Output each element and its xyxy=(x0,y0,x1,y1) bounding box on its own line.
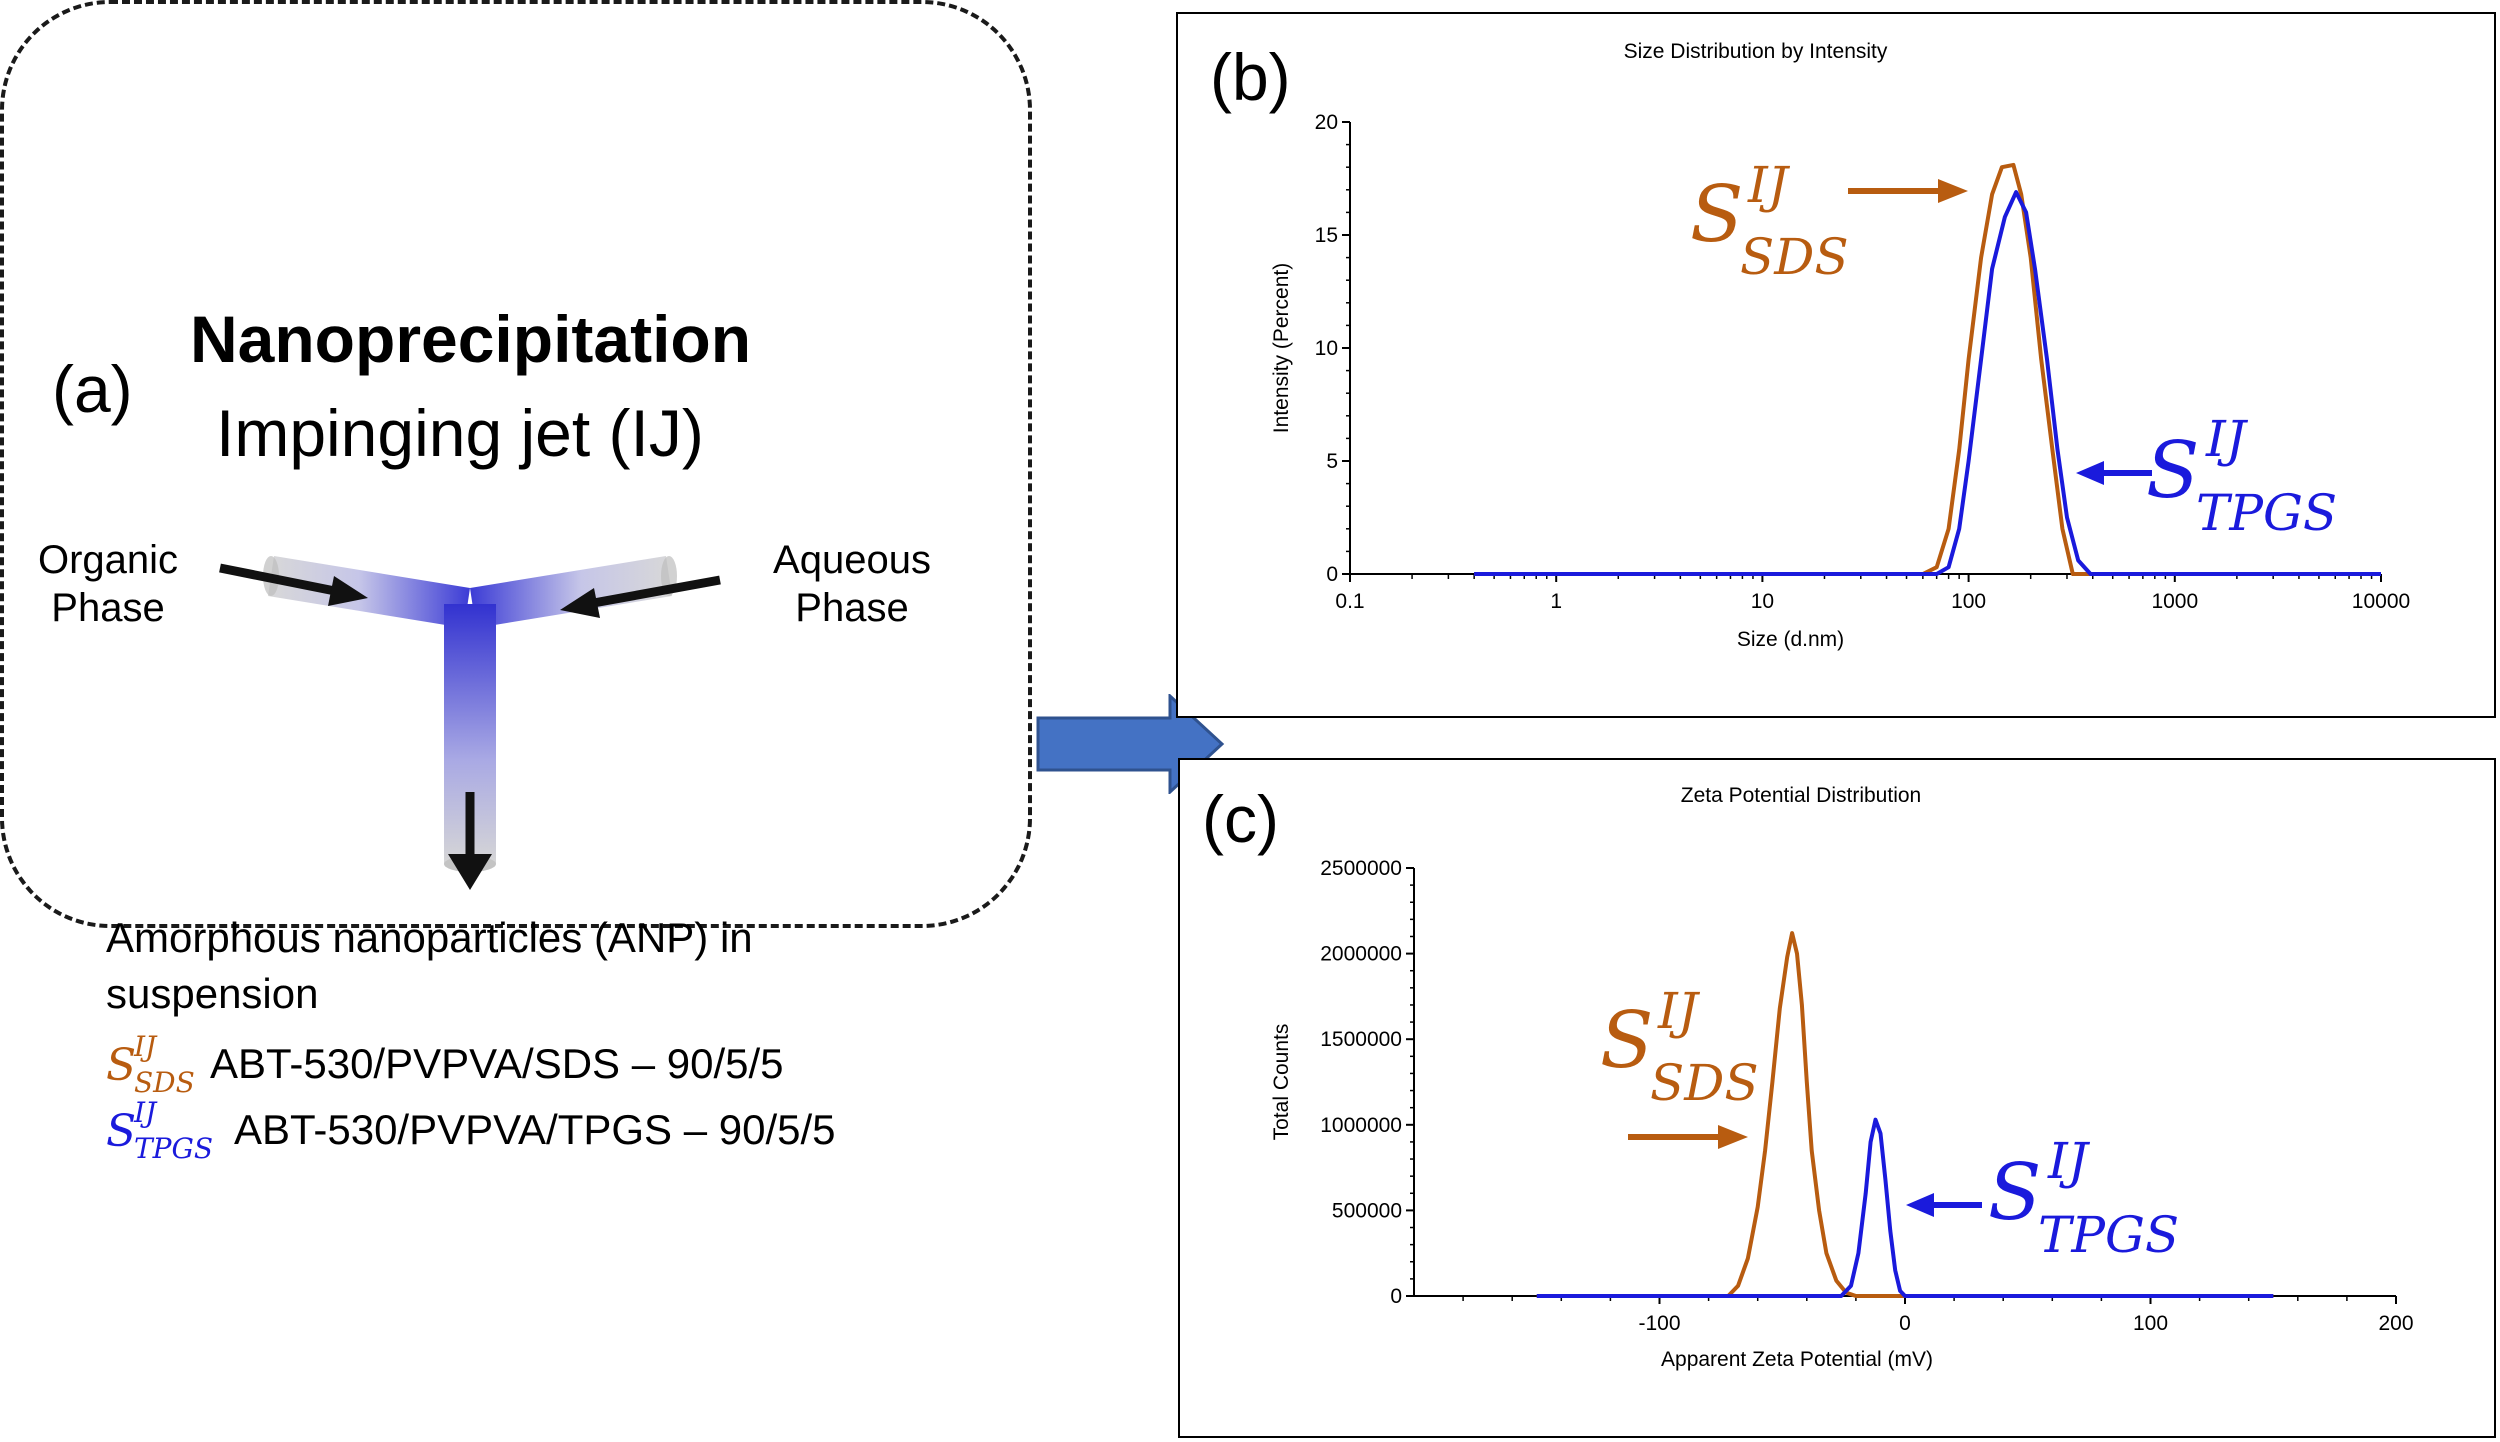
size-x-tick-label: 1000 xyxy=(2151,590,2198,613)
panel-a-dashed-frame xyxy=(0,0,1032,928)
aqueous-phase-label: Aqueous Phase xyxy=(773,538,931,630)
label-b-tpgs-sub: TPGS xyxy=(2196,484,2338,542)
panel-c-chart-box xyxy=(1178,758,2496,1438)
zeta-x-tick-label: -100 xyxy=(1638,1312,1680,1335)
zeta-y-tick-label: 500000 xyxy=(1332,1199,1402,1222)
size-y-tick-label: 5 xyxy=(1326,450,1338,473)
arrow-b-sds xyxy=(1848,179,1968,203)
formulation-tpgs-row: S IJ TPGS ABT-530/PVPVA/TPGS – 90/5/5 xyxy=(106,1096,986,1166)
zeta-y-tick-label: 2000000 xyxy=(1320,943,1402,966)
label-b-tpgs-sup: IJ xyxy=(2206,410,2246,468)
size-x-tick-label: 100 xyxy=(1951,590,1986,613)
zeta-x-tick-label: 0 xyxy=(1899,1312,1911,1335)
formulation-sds-symbol: S xyxy=(106,1040,137,1091)
panel-b-letter: (b) xyxy=(1210,40,1291,114)
label-b-sds-symbol: S xyxy=(1690,170,1744,260)
zeta-y-tick-label: 0 xyxy=(1390,1285,1402,1308)
size-y-tick-label: 0 xyxy=(1326,563,1338,586)
panel-a-subtitle: Impinging jet (IJ) xyxy=(216,396,704,470)
zeta-series-tpgs xyxy=(1536,1117,2274,1298)
label-c-tpgs-sup: IJ xyxy=(2048,1132,2088,1190)
label-c-sds-sup: IJ xyxy=(1658,982,1698,1040)
zeta-potential-chart: Zeta Potential Distribution 0 500000 100000… xyxy=(1270,784,2414,1371)
formulation-tpgs-sub: TPGS xyxy=(134,1132,214,1165)
size-x-tick-label: 10 xyxy=(1751,590,1774,613)
size-chart-title: Size Distribution by Intensity xyxy=(1624,40,1888,63)
label-b-sds: S IJ SDS xyxy=(1690,156,1849,286)
label-b-tpgs: S IJ TPGS xyxy=(2146,410,2337,542)
size-y-tick-label: 15 xyxy=(1315,224,1338,247)
aqueous-phase-arrow xyxy=(560,575,721,618)
size-y-tick-label: 10 xyxy=(1315,337,1338,360)
organic-phase-arrow xyxy=(219,563,368,606)
zeta-y-tick-label: 1500000 xyxy=(1320,1028,1402,1051)
zeta-y-axis-label: Total Counts xyxy=(1270,1024,1293,1141)
zeta-y-tick-label: 2500000 xyxy=(1320,857,1402,880)
formulation-tpgs-sup: IJ xyxy=(134,1096,157,1129)
organic-phase-label: Organic Phase xyxy=(37,538,179,630)
size-series-tpgs xyxy=(1474,190,2381,576)
formulation-tpgs-text: ABT-530/PVPVA/TPGS – 90/5/5 xyxy=(234,1106,836,1153)
arrow-b-tpgs xyxy=(2076,461,2152,485)
label-b-sds-sub: SDS xyxy=(1740,228,1849,286)
panel-b-chart-box xyxy=(1176,12,2496,718)
size-series-sds xyxy=(1474,162,2381,576)
size-x-tick-label: 1 xyxy=(1550,590,1562,613)
panel-a-letter: (a) xyxy=(52,352,133,426)
label-c-tpgs-symbol: S xyxy=(1988,1148,2042,1238)
formulation-sds-text: ABT-530/PVPVA/SDS – 90/5/5 xyxy=(210,1040,784,1087)
zeta-y-tick-label: 1000000 xyxy=(1320,1114,1402,1137)
label-b-sds-sup: IJ xyxy=(1748,156,1788,214)
size-x-tick-label: 0.1 xyxy=(1335,590,1364,613)
panel-a-title: Nanoprecipitation xyxy=(190,302,752,376)
formulation-sds-sup: IJ xyxy=(134,1030,157,1063)
size-y-axis-label: Intensity (Percent) xyxy=(1270,263,1293,433)
label-c-tpgs-sub: TPGS xyxy=(2038,1206,2180,1264)
size-x-axis-label: Size (d.nm) xyxy=(1737,628,1844,651)
formulation-tpgs-symbol: S xyxy=(106,1106,137,1157)
arrow-c-sds xyxy=(1628,1125,1748,1149)
panel-c-letter: (c) xyxy=(1202,782,1279,856)
zeta-series-sds xyxy=(1536,931,2274,1298)
label-c-sds-sub: SDS xyxy=(1650,1054,1759,1112)
zeta-chart-title: Zeta Potential Distribution xyxy=(1681,784,1921,807)
mixer-left-inlet xyxy=(263,556,470,628)
zeta-x-tick-label: 100 xyxy=(2133,1312,2168,1335)
zeta-x-tick-label: 200 xyxy=(2378,1312,2413,1335)
label-c-tpgs: S IJ TPGS xyxy=(1988,1132,2179,1264)
size-x-tick-label: 10000 xyxy=(2352,590,2410,613)
impinging-jet-mixer-diagram xyxy=(219,556,721,890)
formulation-sds-sub: SDS xyxy=(134,1066,195,1099)
outlet-arrow xyxy=(448,792,492,890)
zeta-x-axis-label: Apparent Zeta Potential (mV) xyxy=(1661,1348,1933,1371)
label-c-sds: S IJ SDS xyxy=(1600,982,1759,1112)
size-y-tick-label: 20 xyxy=(1315,111,1338,134)
size-distribution-chart: Size Distribution by Intensity 0 5 10 15 20 0.… xyxy=(1270,40,2410,651)
label-b-tpgs-symbol: S xyxy=(2146,426,2200,516)
label-c-sds-symbol: S xyxy=(1600,996,1654,1086)
anp-description: Amorphous nanoparticles (ANP) in suspens… xyxy=(106,914,753,1017)
formulation-sds-row: S IJ SDS ABT-530/PVPVA/SDS – 90/5/5 xyxy=(106,1030,966,1100)
arrow-c-tpgs xyxy=(1906,1193,1982,1217)
